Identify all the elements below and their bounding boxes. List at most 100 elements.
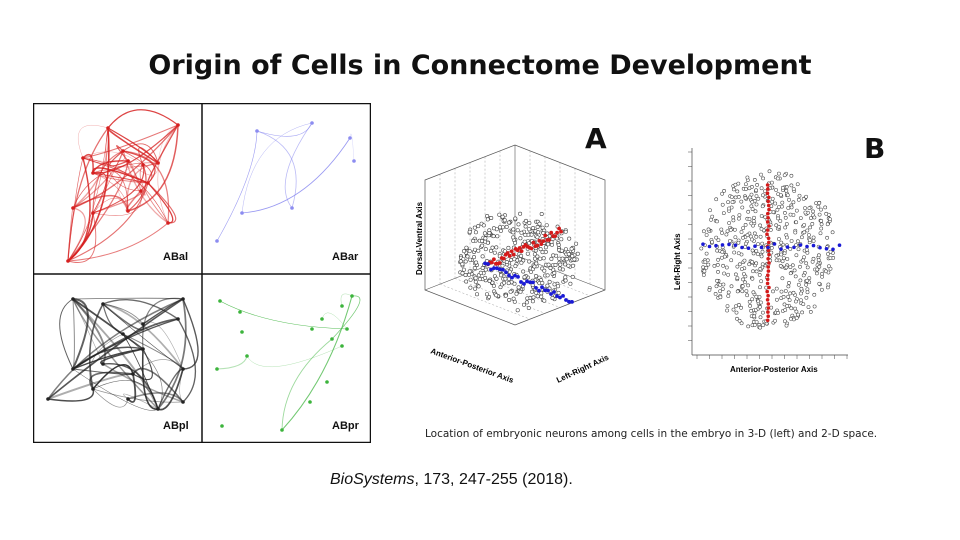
network-edge — [157, 298, 187, 410]
cell-point — [792, 268, 797, 273]
network-edge — [102, 298, 179, 320]
cell-point — [805, 287, 810, 292]
neuron-point-blue — [720, 243, 725, 247]
neuron-point-red — [765, 281, 770, 286]
cell-point — [815, 267, 820, 272]
cell-point — [744, 182, 748, 187]
cell-point — [799, 291, 803, 296]
cell-point — [825, 235, 829, 240]
neuron-point-red — [766, 211, 770, 216]
cell-point — [480, 266, 485, 271]
network-edge — [72, 368, 159, 411]
cell-point — [759, 172, 763, 177]
cell-point — [773, 318, 777, 323]
cell-point — [783, 211, 787, 215]
cell-point — [807, 276, 812, 280]
cell-point — [758, 223, 762, 228]
cell-point — [787, 298, 792, 302]
cell-point — [740, 267, 744, 271]
cell-point — [558, 262, 563, 267]
cell-point — [755, 183, 759, 187]
cell-point — [819, 219, 824, 223]
figure-letter-a: A — [585, 122, 607, 155]
cell-point — [739, 321, 744, 326]
cell-point — [733, 182, 738, 187]
citation-details: , 173, 247-255 (2018). — [414, 471, 573, 488]
cell-point — [542, 268, 547, 273]
neuron-point-blue — [555, 294, 559, 298]
cell-point — [812, 215, 817, 220]
cell-point — [507, 220, 512, 225]
cell-point — [518, 236, 523, 241]
network-abal — [66, 109, 180, 263]
cell-point — [568, 281, 573, 286]
cell-point — [759, 279, 763, 284]
cell-point — [503, 276, 508, 281]
cell-point — [567, 236, 572, 241]
cell-point — [761, 310, 765, 315]
cell-point — [475, 292, 480, 297]
cell-point — [480, 239, 485, 244]
neuron-point-red — [767, 285, 771, 290]
cell-point — [743, 223, 748, 227]
cell-point — [467, 229, 472, 234]
cell-point — [780, 259, 785, 264]
cell-point — [799, 298, 803, 303]
cell-point — [720, 202, 725, 207]
cell-point — [563, 247, 568, 252]
neuron-point-red — [519, 249, 524, 253]
cell-point — [817, 253, 821, 258]
cell-point — [789, 306, 794, 311]
cell-point — [516, 222, 521, 227]
cell-point — [707, 288, 712, 292]
neuron-point-blue — [727, 242, 731, 247]
cell-point — [773, 201, 778, 206]
neuron-point-blue — [516, 275, 520, 279]
cell-point — [515, 308, 520, 313]
cell-point — [735, 316, 739, 321]
cell-point — [746, 324, 751, 329]
neuron-point-blue — [519, 280, 523, 284]
network-node — [308, 400, 312, 404]
cell-point — [473, 279, 478, 284]
cell-point — [534, 274, 539, 279]
figure-caption: Location of embryonic neurons among cell… — [425, 428, 878, 440]
network-node — [91, 387, 95, 391]
cell-point — [713, 292, 718, 296]
neuron-point-blue — [492, 266, 496, 270]
network-node — [350, 294, 354, 298]
cell-point — [754, 294, 759, 299]
cell-point — [746, 283, 750, 288]
neuron-point-red — [537, 238, 542, 243]
cell-point — [783, 308, 788, 312]
cell-point — [570, 254, 575, 259]
cell-point — [744, 187, 748, 191]
cell-point — [471, 255, 476, 260]
network-node — [126, 397, 130, 401]
cell-point — [539, 294, 544, 299]
network-edge — [138, 147, 159, 166]
cell-point — [529, 232, 534, 237]
cell-point — [543, 245, 548, 250]
neuron-point-blue — [558, 295, 562, 300]
cell-point — [819, 222, 824, 227]
panel-label-abar: ABar — [332, 251, 359, 263]
cell-point — [557, 256, 562, 261]
network-node — [340, 344, 344, 348]
cell-point — [783, 319, 787, 324]
network-node — [340, 304, 344, 308]
cell-point — [796, 282, 801, 287]
cell-point — [536, 230, 541, 235]
cell-point — [731, 215, 736, 220]
cell-point — [771, 210, 776, 214]
cell-point — [557, 266, 562, 271]
cell-point — [706, 227, 711, 232]
cell-point — [720, 287, 725, 291]
neuron-point-blue — [779, 247, 783, 251]
network-abpr — [215, 293, 361, 432]
neuron-point-red — [766, 273, 770, 277]
network-node — [101, 362, 105, 366]
cell-point — [506, 245, 511, 250]
cell-point — [516, 285, 521, 290]
neuron-point-red — [529, 246, 534, 251]
